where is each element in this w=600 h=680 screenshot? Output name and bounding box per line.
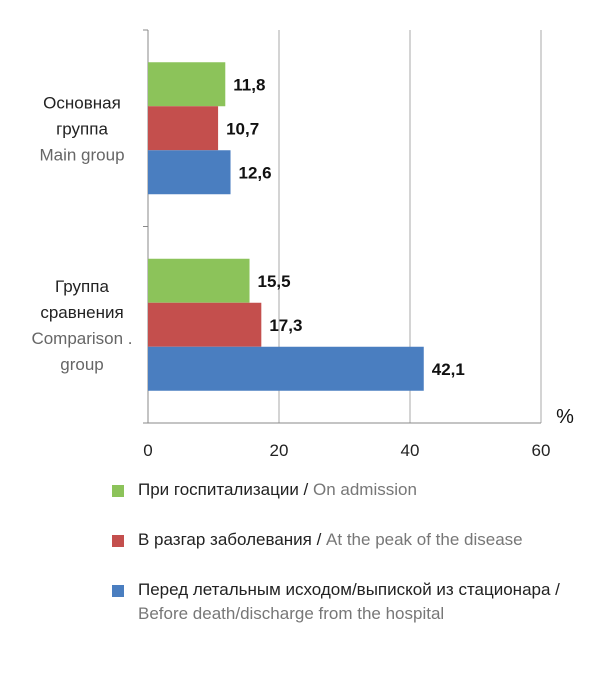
category-label: Основная bbox=[43, 93, 121, 112]
legend-item-on-admission: При госпитализации / On admission bbox=[112, 478, 582, 502]
unit-label: % bbox=[556, 406, 574, 428]
bar bbox=[148, 302, 262, 347]
bar bbox=[148, 62, 226, 107]
x-tick-label: 20 bbox=[270, 441, 289, 460]
bar bbox=[148, 150, 231, 195]
data-label: 11,8 bbox=[233, 75, 265, 94]
data-label: 42,1 bbox=[432, 360, 465, 379]
legend-item-before-death-discharge: Перед летальным исходом/выпиской из стац… bbox=[112, 578, 582, 626]
legend-label-ru: Перед летальным исходом/выпиской из стац… bbox=[138, 580, 560, 599]
data-label: 12,6 bbox=[239, 163, 272, 182]
x-tick-label: 60 bbox=[532, 441, 551, 460]
bar bbox=[148, 106, 219, 151]
legend-item-peak-of-disease: В разгар заболевания / At the peak of th… bbox=[112, 528, 582, 552]
chart-legend: При госпитализации / On admission В разг… bbox=[112, 478, 582, 652]
bar bbox=[148, 346, 424, 391]
legend-label-ru: В разгар заболевания / bbox=[138, 530, 322, 549]
legend-swatch-green bbox=[112, 485, 124, 497]
legend-swatch-blue bbox=[112, 585, 124, 597]
category-label: Main group bbox=[39, 145, 124, 164]
legend-label-en: Before death/discharge from the hospital bbox=[138, 604, 445, 623]
category-label: группа bbox=[56, 119, 108, 138]
category-label: group bbox=[60, 355, 103, 374]
data-label: 17,3 bbox=[269, 316, 302, 335]
data-label: 10,7 bbox=[226, 119, 259, 138]
legend-swatch-red bbox=[112, 535, 124, 547]
legend-label-ru: При госпитализации / bbox=[138, 480, 309, 499]
legend-label-en: On admission bbox=[313, 480, 417, 499]
x-tick-label: 40 bbox=[401, 441, 420, 460]
category-label: сравнения bbox=[40, 303, 123, 322]
bar bbox=[148, 258, 250, 303]
x-tick-label: 0 bbox=[143, 441, 152, 460]
data-label: 15,5 bbox=[258, 272, 291, 291]
category-label: Comparison . bbox=[31, 329, 132, 348]
legend-label-en: At the peak of the disease bbox=[326, 530, 523, 549]
category-label: Группа bbox=[55, 277, 109, 296]
bar-chart: 0 20 40 60% 11,8 10,7 12,6 Основная группа Main g… bbox=[31, 29, 574, 460]
